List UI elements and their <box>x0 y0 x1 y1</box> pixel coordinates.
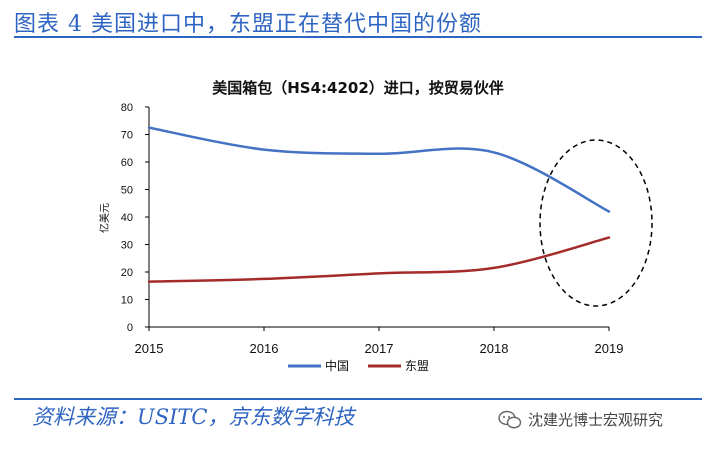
line-chart: 美国箱包（HS4:4202）进口，按贸易伙伴 亿美元 0 10 20 30 40 50 60… <box>98 79 653 373</box>
y-tick-label: 50 <box>121 185 133 197</box>
watermark: 沈建光博士宏观研究 <box>498 409 663 430</box>
y-tick-label: 40 <box>121 212 133 224</box>
y-tick-label: 0 <box>127 322 133 334</box>
x-tick-label: 2016 <box>250 341 279 356</box>
legend-label-china: 中国 <box>325 358 349 373</box>
title-divider <box>14 36 702 38</box>
series-line-asean <box>147 236 611 283</box>
y-axis-label: 亿美元 <box>98 203 111 233</box>
legend-label-asean: 东盟 <box>405 359 429 373</box>
x-tick-label: 2018 <box>480 341 509 356</box>
y-tick-label: 20 <box>121 267 133 279</box>
x-tick-label: 2015 <box>135 341 164 356</box>
chart-title: 美国箱包（HS4:4202）进口，按贸易伙伴 <box>212 79 504 97</box>
chart-series <box>147 126 611 283</box>
y-tick-label: 10 <box>121 295 133 307</box>
y-tick-label: 80 <box>121 102 133 114</box>
chart-legend: 中国 东盟 <box>288 358 429 373</box>
highlight-ellipse <box>539 139 653 307</box>
x-tick-label: 2019 <box>595 341 624 356</box>
y-tick-label: 70 <box>121 130 133 142</box>
y-tick-label: 30 <box>121 240 133 252</box>
source-note: 资料来源：USITC，京东数字科技 <box>32 405 355 429</box>
watermark-text: 沈建光博士宏观研究 <box>528 411 664 429</box>
figure-title: 图表 4 美国进口中，东盟正在替代中国的份额 <box>14 12 482 37</box>
y-tick-label: 60 <box>121 157 133 169</box>
wechat-icon <box>498 410 522 428</box>
series-line-china <box>147 126 611 213</box>
footer-divider <box>14 398 702 400</box>
x-tick-label: 2017 <box>365 341 394 356</box>
chart-axes: 0 10 20 30 40 50 60 70 80 2015 2016 2017 2018 2019 <box>121 102 624 356</box>
